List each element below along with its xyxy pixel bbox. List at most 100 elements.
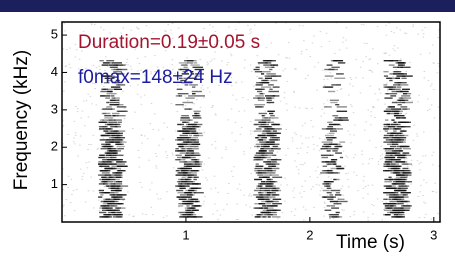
energy <box>264 124 269 125</box>
energy <box>254 104 265 105</box>
energy <box>336 168 343 169</box>
noise <box>231 108 233 109</box>
energy <box>189 135 192 136</box>
noise <box>105 56 107 57</box>
energy <box>400 183 404 184</box>
energy <box>268 91 278 92</box>
energy <box>324 106 332 107</box>
noise <box>373 106 375 107</box>
energy <box>110 179 119 180</box>
energy <box>113 196 123 197</box>
noise <box>324 113 326 114</box>
noise <box>349 83 351 84</box>
noise <box>363 212 365 213</box>
energy <box>194 177 199 178</box>
energy <box>178 179 183 180</box>
energy <box>257 214 261 215</box>
energy <box>188 177 192 178</box>
noise <box>313 207 315 208</box>
noise <box>256 141 258 142</box>
energy <box>269 117 279 118</box>
noise <box>304 181 306 182</box>
noise <box>63 91 65 92</box>
noise <box>171 153 173 154</box>
noise <box>423 202 425 203</box>
energy <box>324 69 334 70</box>
noise <box>74 143 76 144</box>
energy <box>260 190 270 191</box>
energy <box>102 172 105 173</box>
noise <box>204 132 206 133</box>
noise <box>173 167 175 168</box>
energy <box>102 146 106 147</box>
noise <box>391 31 393 32</box>
noise <box>231 55 233 56</box>
energy <box>187 139 195 140</box>
noise <box>289 58 291 59</box>
y-axis-label: Frequency (kHz) <box>11 50 32 190</box>
noise <box>411 165 413 166</box>
noise <box>329 41 331 42</box>
energy <box>383 71 388 72</box>
energy <box>264 144 273 145</box>
energy <box>269 113 273 114</box>
noise <box>424 71 426 72</box>
energy <box>337 179 340 180</box>
noise <box>328 176 330 177</box>
noise <box>432 191 434 192</box>
energy <box>195 115 201 116</box>
energy <box>393 67 399 68</box>
noise <box>93 135 95 136</box>
energy <box>179 161 187 162</box>
noise <box>69 64 71 65</box>
energy <box>261 86 271 87</box>
noise <box>413 140 415 141</box>
energy <box>389 199 394 200</box>
energy <box>118 148 124 149</box>
energy <box>182 172 188 173</box>
energy <box>390 146 396 147</box>
energy <box>259 150 264 151</box>
energy <box>272 194 279 195</box>
energy <box>182 148 185 149</box>
noise <box>365 186 367 187</box>
energy <box>397 100 405 101</box>
energy <box>175 148 178 149</box>
energy <box>255 119 263 120</box>
energy <box>98 157 104 158</box>
noise <box>303 191 305 192</box>
energy <box>384 135 393 136</box>
noise <box>301 51 303 52</box>
y-tick-label: 1 <box>51 176 58 191</box>
noise <box>327 195 329 196</box>
noise <box>338 198 340 199</box>
noise <box>287 148 289 149</box>
energy <box>194 111 201 112</box>
energy <box>386 194 389 195</box>
energy <box>175 104 183 105</box>
noise <box>90 144 92 145</box>
noise <box>419 217 421 218</box>
chart: Frequency (kHz) Time (s) 12345123Duratio… <box>0 0 455 258</box>
noise <box>207 180 209 181</box>
noise <box>334 53 336 54</box>
noise <box>225 147 227 148</box>
noise <box>400 29 402 30</box>
energy <box>256 196 263 197</box>
energy <box>107 133 115 134</box>
energy <box>265 192 273 193</box>
energy <box>402 141 406 142</box>
noise <box>77 108 79 109</box>
energy <box>266 185 272 186</box>
noise <box>375 147 377 148</box>
noise <box>158 198 160 199</box>
energy <box>403 163 412 164</box>
noise <box>295 68 297 69</box>
noise <box>285 155 287 156</box>
noise <box>422 195 424 196</box>
noise <box>74 210 76 211</box>
energy <box>332 150 337 151</box>
energy <box>257 137 262 138</box>
noise <box>372 48 374 49</box>
noise <box>244 195 246 196</box>
